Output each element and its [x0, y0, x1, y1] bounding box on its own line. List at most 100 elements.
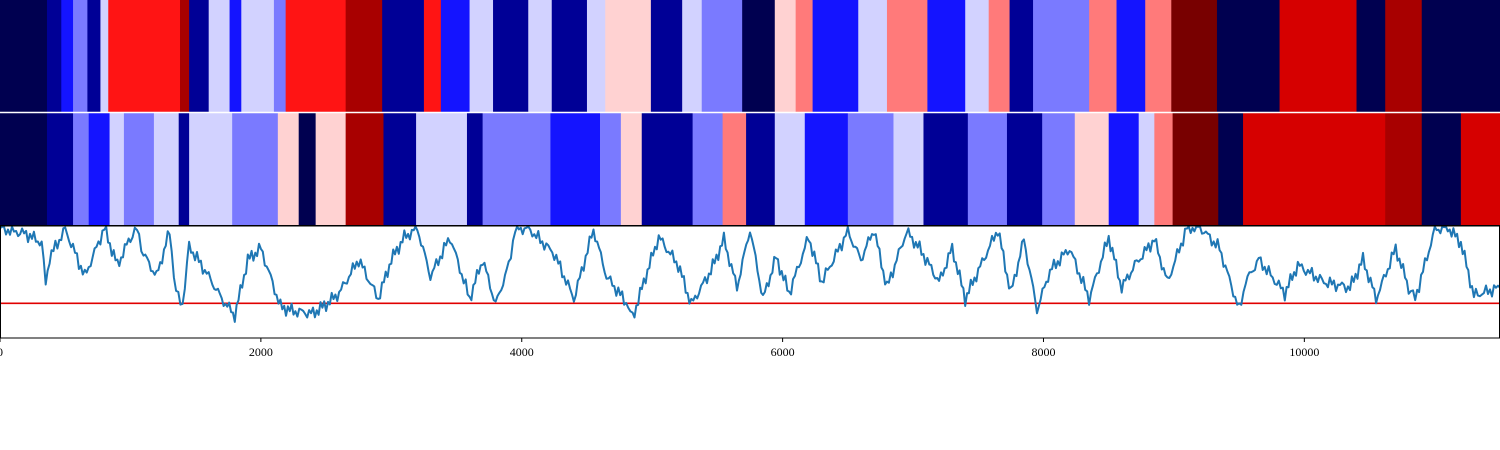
heatmap-cell: [189, 0, 210, 112]
heatmap-cell: [345, 113, 385, 225]
heatmap-cell: [1279, 0, 1358, 112]
heatmap-cell: [277, 113, 300, 225]
heatmap-cell: [1006, 113, 1043, 225]
heatmap-cell: [1009, 0, 1034, 112]
heatmap-cell: [605, 0, 652, 112]
heatmap-cell: [61, 0, 74, 112]
heatmap-cell: [722, 113, 747, 225]
heatmap-cell: [46, 113, 74, 225]
heatmap-cell: [1421, 113, 1462, 225]
heatmap-cell: [382, 0, 425, 112]
heatmap-top: [0, 0, 1500, 112]
x-tick-label: 0: [0, 345, 3, 359]
heatmap-cell: [241, 0, 275, 112]
heatmap-cell: [87, 0, 102, 112]
heatmap-cell: [774, 113, 806, 225]
heatmap-cell: [682, 0, 703, 112]
heatmap-cell: [416, 113, 468, 225]
heatmap-cell: [482, 113, 552, 225]
heatmap-cell: [109, 113, 125, 225]
heatmap-cell: [692, 113, 724, 225]
heatmap-cell: [746, 113, 776, 225]
heatmap-cell: [847, 113, 895, 225]
heatmap-cell: [795, 0, 814, 112]
heatmap-cell: [466, 113, 484, 225]
heatmap-cell: [229, 0, 242, 112]
heatmap-cell: [804, 113, 849, 225]
heatmap-cell: [123, 113, 155, 225]
heatmap-cell: [1116, 0, 1146, 112]
heatmap-cell: [965, 0, 990, 112]
heatmap-cell: [88, 113, 111, 225]
heatmap-cell: [893, 113, 925, 225]
heatmap-cell: [1421, 0, 1500, 112]
heatmap-cell: [927, 0, 966, 112]
line-panel-background: [0, 226, 1500, 338]
heatmap-cell: [1385, 113, 1423, 225]
heatmap-cell: [551, 0, 588, 112]
heatmap-cell: [1089, 0, 1118, 112]
heatmap-cell: [1218, 113, 1244, 225]
heatmap-cell: [345, 0, 383, 112]
heatmap-cell: [774, 0, 797, 112]
heatmap-cell: [600, 113, 622, 225]
x-axis: 0 2000 4000 6000 8000 10000: [0, 338, 1319, 359]
heatmap-cell: [180, 0, 190, 112]
heatmap-cell: [1108, 113, 1140, 225]
heatmap-cell: [1385, 0, 1423, 112]
heatmap-cell: [383, 113, 417, 225]
x-tick-label: 8000: [1031, 345, 1055, 359]
heatmap-cell: [440, 0, 471, 112]
heatmap-cell: [550, 113, 601, 225]
heatmap-cell: [528, 0, 553, 112]
heatmap-cell: [1042, 113, 1076, 225]
heatmap-cell: [586, 0, 606, 112]
heatmap-middle: [0, 113, 1500, 225]
x-tick-label: 2000: [249, 345, 273, 359]
heatmap-cell: [1356, 0, 1386, 112]
heatmap-cell: [423, 0, 442, 112]
heatmap-cell: [886, 0, 928, 112]
heatmap-cell: [153, 113, 180, 225]
x-tick-label: 6000: [771, 345, 795, 359]
heatmap-cell: [208, 0, 231, 112]
heatmap-cell: [73, 113, 90, 225]
heatmap-cell: [73, 0, 88, 112]
heatmap-cell: [701, 0, 743, 112]
heatmap-cell: [988, 0, 1011, 112]
heatmap-cell: [0, 113, 48, 225]
heatmap-cell: [178, 113, 190, 225]
heatmap-cell: [1145, 0, 1172, 112]
x-tick-label: 10000: [1289, 345, 1319, 359]
heatmap-cell: [1243, 113, 1386, 225]
heatmap-cell: [1171, 0, 1218, 112]
heatmap-cell: [0, 0, 48, 112]
heatmap-cell: [493, 0, 529, 112]
heatmap-cell: [100, 0, 109, 112]
heatmap-cell: [298, 113, 317, 225]
heatmap-cell: [46, 0, 62, 112]
heatmap-cell: [469, 0, 494, 112]
heatmap-cell: [742, 0, 776, 112]
heatmap-cell: [641, 113, 694, 225]
heatmap-cell: [1460, 113, 1500, 225]
heatmap-cell: [1138, 113, 1155, 225]
heatmap-cell: [315, 113, 347, 225]
heatmap-cell: [858, 0, 888, 112]
heatmap-cell: [232, 113, 279, 225]
heatmap-cell: [1172, 113, 1219, 225]
heatmap-cell: [108, 0, 181, 112]
heatmap-cell: [1216, 0, 1281, 112]
heatmap-cell: [1074, 113, 1110, 225]
heatmap-cell: [1033, 0, 1090, 112]
heatmap-cell: [967, 113, 1008, 225]
heatmap-cell: [273, 0, 287, 112]
heatmap-cell: [285, 0, 347, 112]
series-line: [0, 225, 1500, 323]
heatmap-cell: [1154, 113, 1174, 225]
line-panel: [0, 225, 1500, 338]
x-tick-label: 4000: [510, 345, 534, 359]
heatmap-cell: [189, 113, 233, 225]
heatmap-cell: [923, 113, 969, 225]
